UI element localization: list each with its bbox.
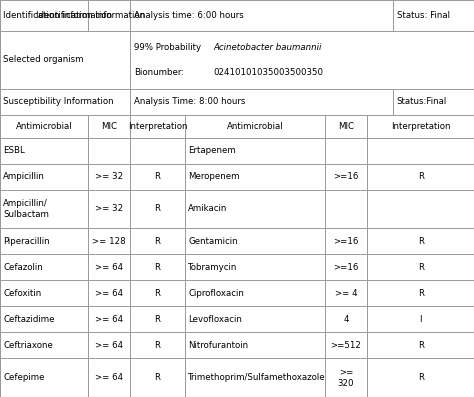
Text: >=512: >=512 — [330, 341, 362, 350]
Text: Ampicillin/
Sulbactam: Ampicillin/ Sulbactam — [3, 199, 49, 219]
Text: 4: 4 — [343, 315, 349, 324]
Text: Levofloxacin: Levofloxacin — [188, 315, 242, 324]
Text: >= 4: >= 4 — [335, 289, 357, 298]
Text: R: R — [418, 172, 424, 181]
Text: Interpretation: Interpretation — [391, 121, 450, 131]
Text: >=16: >=16 — [333, 172, 359, 181]
Text: Analysis Time: 8:00 hours: Analysis Time: 8:00 hours — [134, 97, 245, 106]
Text: Meropenem: Meropenem — [188, 172, 240, 181]
Text: R: R — [418, 289, 424, 298]
Text: R: R — [155, 263, 161, 272]
Text: Ceftazidime: Ceftazidime — [3, 315, 55, 324]
Text: R: R — [155, 315, 161, 324]
Text: >=16: >=16 — [333, 263, 359, 272]
Text: R: R — [155, 341, 161, 350]
Text: Trimethoprim/Sulfamethoxazole: Trimethoprim/Sulfamethoxazole — [188, 373, 326, 382]
Text: >= 128: >= 128 — [92, 237, 126, 246]
Text: R: R — [418, 373, 424, 382]
Text: >= 64: >= 64 — [95, 341, 123, 350]
Text: >= 32: >= 32 — [95, 204, 123, 214]
Text: >= 64: >= 64 — [95, 373, 123, 382]
Text: Cefoxitin: Cefoxitin — [3, 289, 42, 298]
Text: Ciprofloxacin: Ciprofloxacin — [188, 289, 244, 298]
Text: R: R — [155, 204, 161, 214]
Text: ESBL: ESBL — [3, 146, 25, 155]
Text: Ceftriaxone: Ceftriaxone — [3, 341, 53, 350]
Text: Ampicillin: Ampicillin — [3, 172, 45, 181]
Text: >=16: >=16 — [333, 237, 359, 246]
Text: Interpretation: Interpretation — [128, 121, 187, 131]
Text: >= 64: >= 64 — [95, 289, 123, 298]
Text: Identification information: Identification information — [36, 11, 145, 20]
Text: R: R — [418, 237, 424, 246]
Text: R: R — [155, 373, 161, 382]
Text: Cefazolin: Cefazolin — [3, 263, 43, 272]
Text: I: I — [419, 315, 422, 324]
Text: >= 64: >= 64 — [95, 263, 123, 272]
Text: Nitrofurantoin: Nitrofurantoin — [188, 341, 248, 350]
Text: Identification information: Identification information — [3, 11, 112, 20]
Text: Acinetobacter baumannii: Acinetobacter baumannii — [213, 43, 322, 52]
Text: R: R — [418, 263, 424, 272]
Text: Selected organism: Selected organism — [3, 56, 84, 64]
Text: R: R — [155, 289, 161, 298]
Text: Bionumber:: Bionumber: — [134, 68, 184, 77]
Text: 99% Probability: 99% Probability — [134, 43, 201, 52]
Text: MIC: MIC — [101, 121, 117, 131]
Text: 02410101035003500350: 02410101035003500350 — [213, 68, 323, 77]
Text: Antimicrobial: Antimicrobial — [227, 121, 283, 131]
Text: Piperacillin: Piperacillin — [3, 237, 50, 246]
Text: Gentamicin: Gentamicin — [188, 237, 238, 246]
Text: >= 64: >= 64 — [95, 315, 123, 324]
Text: Antimicrobial: Antimicrobial — [16, 121, 72, 131]
Text: Susceptibility Information: Susceptibility Information — [3, 97, 114, 106]
Text: Ertapenem: Ertapenem — [188, 146, 236, 155]
Text: Status:Final: Status:Final — [397, 97, 447, 106]
Text: R: R — [418, 341, 424, 350]
Text: Amikacin: Amikacin — [188, 204, 228, 214]
Text: >=
320: >= 320 — [338, 368, 354, 388]
Text: R: R — [155, 172, 161, 181]
Text: Cefepime: Cefepime — [3, 373, 45, 382]
Text: >= 32: >= 32 — [95, 172, 123, 181]
Text: Status: Final: Status: Final — [397, 11, 450, 20]
Text: Tobramycin: Tobramycin — [188, 263, 237, 272]
Text: Analysis time: 6:00 hours: Analysis time: 6:00 hours — [134, 11, 244, 20]
Text: MIC: MIC — [338, 121, 354, 131]
Text: R: R — [155, 237, 161, 246]
